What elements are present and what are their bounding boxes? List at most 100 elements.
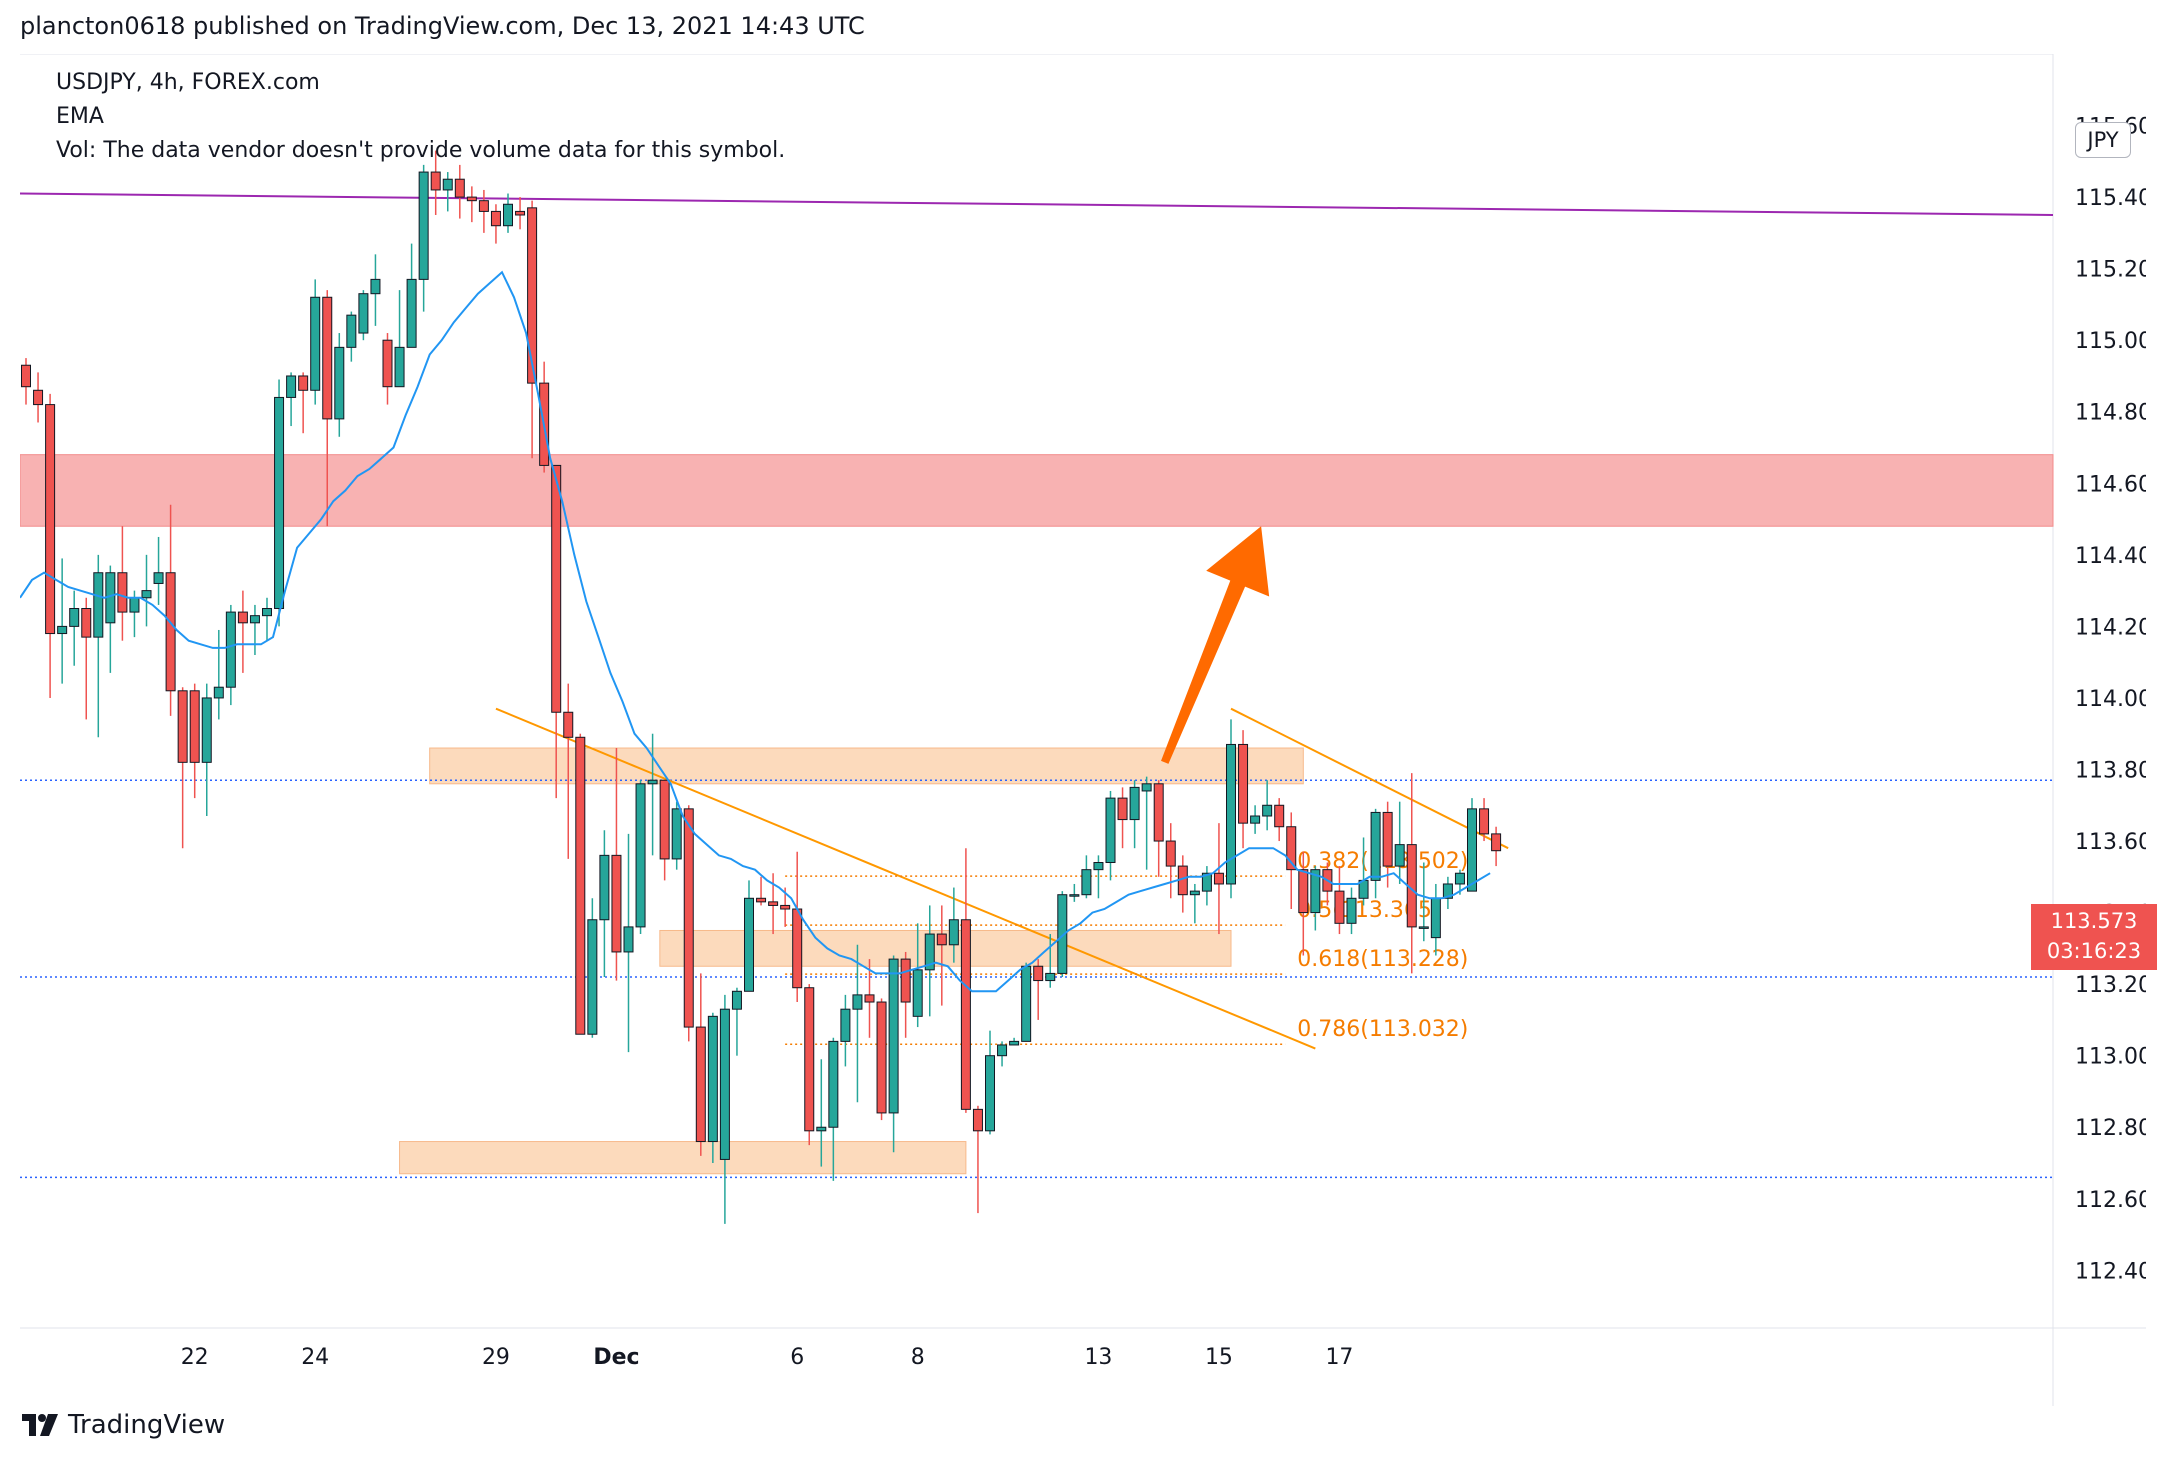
candle-body: [1430, 897, 1441, 939]
candle-body: [370, 278, 381, 295]
candle: [105, 565, 116, 673]
x-tick-label: 17: [1325, 1345, 1353, 1370]
candle: [201, 683, 212, 816]
candle-body: [683, 808, 694, 1028]
chart-canvas[interactable]: 0.382(113.502)0.5(113.365)0.618(113.228)…: [20, 54, 2146, 1406]
candle-body: [1226, 743, 1236, 885]
candle-body: [406, 278, 417, 348]
candle-body: [756, 897, 767, 903]
candle: [997, 1041, 1008, 1067]
candle: [382, 333, 393, 405]
candle: [274, 379, 285, 627]
candle-body: [611, 854, 622, 953]
currency-badge[interactable]: JPY: [2075, 122, 2131, 158]
candle: [563, 683, 574, 859]
candle-body: [346, 314, 357, 348]
candle-body: [57, 625, 68, 635]
candle-body: [876, 1001, 887, 1114]
y-tick-label: 114.400: [2075, 544, 2146, 569]
candle: [466, 186, 477, 223]
candle: [153, 536, 164, 605]
last-price-value: 113.573: [2050, 909, 2138, 933]
tradingview-logo[interactable]: TradingView: [22, 1410, 225, 1440]
candle-body: [274, 396, 285, 610]
candle-body: [69, 608, 80, 627]
candle: [683, 805, 694, 1042]
candle-body: [731, 990, 742, 1010]
candle: [262, 597, 272, 641]
candle: [912, 923, 923, 1028]
candle-body: [960, 919, 971, 1110]
candle: [1394, 801, 1405, 884]
candle-body: [334, 346, 345, 420]
candle-body: [418, 171, 429, 280]
candle-body: [840, 1008, 851, 1042]
candle: [430, 150, 441, 215]
candle-body: [515, 210, 526, 216]
candle-body: [1382, 811, 1393, 867]
candle: [744, 880, 754, 992]
candle: [478, 189, 489, 233]
candle-body: [1334, 890, 1345, 924]
candle: [1033, 959, 1044, 1020]
chart-frame[interactable]: 0.382(113.502)0.5(113.365)0.618(113.228)…: [20, 54, 2157, 1406]
candle: [490, 204, 501, 244]
candle-body: [623, 926, 634, 953]
candle: [864, 959, 875, 1038]
candle-body: [1153, 783, 1164, 842]
zone-lower-band: [399, 1141, 967, 1175]
candle: [1177, 855, 1188, 913]
candle-body: [599, 854, 610, 921]
candle-body: [201, 697, 212, 763]
candle: [936, 905, 947, 1006]
candle: [1093, 855, 1104, 899]
last-price-tag: 113.573 03:16:23: [2031, 904, 2157, 970]
candle-body: [213, 686, 224, 699]
candle: [346, 311, 357, 362]
candle-body: [1418, 926, 1429, 929]
candle: [1310, 866, 1321, 931]
last-price-countdown: 03:16:23: [2046, 939, 2142, 963]
candle-body: [1201, 872, 1212, 892]
candle-body: [768, 901, 779, 906]
candle: [394, 290, 405, 388]
y-tick-label: 114.200: [2075, 615, 2146, 640]
y-tick-label: 114.000: [2075, 687, 2146, 712]
candle-body: [1105, 797, 1116, 864]
candle-body: [1479, 808, 1490, 835]
candle-body: [478, 200, 489, 212]
legend-symbol[interactable]: USDJPY, 4h, FOREX.com: [56, 70, 320, 95]
candle: [900, 951, 911, 1038]
candle-body: [527, 207, 538, 384]
candle-body: [1250, 815, 1261, 824]
candle-body: [804, 987, 815, 1132]
candle-body: [249, 615, 260, 624]
candle: [1286, 812, 1297, 910]
candle-body: [744, 897, 754, 992]
legend-indicator[interactable]: EMA: [56, 104, 104, 129]
tradingview-brand: TradingView: [68, 1410, 226, 1440]
candle-body: [816, 1126, 827, 1132]
candle: [972, 1105, 983, 1214]
candle: [876, 998, 887, 1121]
resistance-line: [20, 192, 2054, 216]
candle-body: [298, 375, 309, 391]
channel-line-1: [1230, 707, 1509, 850]
candle: [1189, 883, 1200, 924]
candle-body: [1370, 811, 1381, 881]
candle: [659, 779, 670, 881]
candle-body: [1467, 808, 1477, 892]
candle: [286, 372, 297, 427]
candle: [792, 851, 803, 1003]
y-tick-label: 113.600: [2075, 830, 2146, 855]
y-tick-label: 114.600: [2075, 472, 2146, 497]
candle: [1105, 790, 1116, 881]
candle-body: [1394, 844, 1405, 867]
candle: [1491, 826, 1502, 867]
candle-body: [587, 919, 598, 1035]
candle: [237, 590, 248, 673]
ema-line: [20, 270, 1491, 993]
candle: [406, 243, 417, 348]
candle: [1406, 773, 1417, 974]
candle-body: [1346, 897, 1357, 924]
